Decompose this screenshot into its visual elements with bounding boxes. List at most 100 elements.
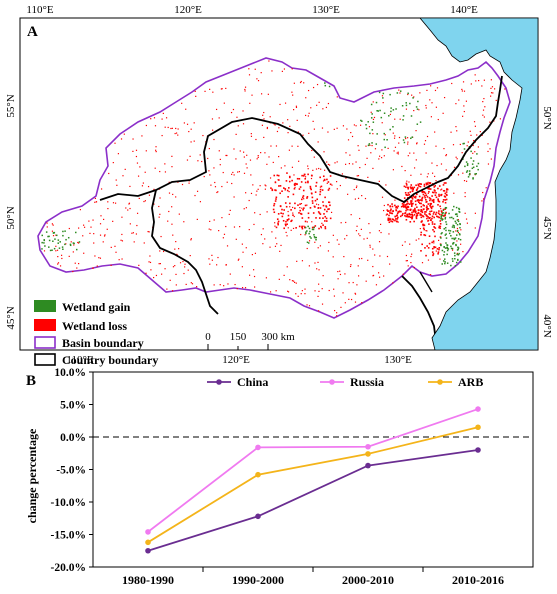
wetland-loss-pixel <box>391 220 394 223</box>
wetland-loss-pixel <box>287 218 290 220</box>
wetland-loss-pixel <box>336 239 338 241</box>
wetland-loss-pixel <box>402 212 404 215</box>
wetland-loss-pixel <box>241 286 244 289</box>
wetland-loss-pixel <box>325 205 328 208</box>
wetland-loss-pixel <box>408 193 411 196</box>
wetland-loss-pixel <box>456 240 458 242</box>
wetland-loss-pixel <box>116 184 118 186</box>
wetland-loss-pixel <box>392 219 395 221</box>
wetland-loss-pixel <box>396 220 398 223</box>
wetland-loss-pixel <box>411 211 413 214</box>
wetland-loss-pixel <box>318 269 320 271</box>
wetland-loss-pixel <box>398 142 400 144</box>
wetland-loss-pixel <box>404 241 406 243</box>
wetland-gain-pixel <box>382 92 385 95</box>
wetland-loss-pixel <box>419 185 422 188</box>
wetland-loss-pixel <box>350 214 352 216</box>
wetland-loss-pixel <box>461 152 463 154</box>
wetland-loss-pixel <box>426 206 428 208</box>
wetland-loss-pixel <box>271 70 273 72</box>
wetland-loss-pixel <box>190 282 192 284</box>
wetland-loss-pixel <box>345 152 347 154</box>
wetland-loss-pixel <box>190 239 192 241</box>
wetland-loss-pixel <box>389 205 392 208</box>
wetland-loss-pixel <box>248 74 251 76</box>
wetland-loss-pixel <box>426 207 429 210</box>
wetland-loss-pixel <box>424 196 426 199</box>
wetland-gain-pixel <box>443 228 445 230</box>
wetland-loss-pixel <box>317 207 320 209</box>
wetland-loss-pixel <box>303 207 305 209</box>
wetland-loss-pixel <box>349 265 352 268</box>
wetland-gain-pixel <box>444 216 447 219</box>
wetland-loss-pixel <box>438 216 440 219</box>
wetland-gain-pixel <box>405 102 407 104</box>
wetland-loss-pixel <box>431 217 433 220</box>
wetland-loss-pixel <box>52 224 54 226</box>
wetland-loss-pixel <box>425 107 427 109</box>
wetland-loss-pixel <box>155 146 157 148</box>
wetland-loss-pixel <box>189 155 191 157</box>
wetland-loss-pixel <box>487 143 489 145</box>
wetland-loss-pixel <box>277 223 279 226</box>
wetland-gain-pixel <box>454 264 457 267</box>
wetland-loss-pixel <box>244 88 246 91</box>
wetland-loss-pixel <box>290 220 292 223</box>
wetland-gain-pixel <box>312 228 315 231</box>
wetland-loss-pixel <box>413 186 416 189</box>
wetland-loss-pixel <box>257 156 259 158</box>
wetland-gain-pixel <box>441 263 443 265</box>
wetland-gain-pixel <box>61 246 64 248</box>
wetland-loss-pixel <box>474 151 476 153</box>
wetland-loss-pixel <box>203 175 205 178</box>
y-tick-label: -15.0% <box>51 530 86 542</box>
wetland-loss-pixel <box>435 250 437 252</box>
wetland-loss-pixel <box>107 201 109 203</box>
wetland-loss-pixel <box>324 226 327 228</box>
wetland-gain-pixel <box>477 168 479 171</box>
wetland-gain-pixel <box>446 262 449 264</box>
wetland-loss-pixel <box>184 266 186 268</box>
wetland-gain-pixel <box>313 234 315 236</box>
wetland-loss-pixel <box>278 156 280 158</box>
wetland-loss-pixel <box>264 184 266 186</box>
wetland-loss-pixel <box>426 176 428 178</box>
wetland-loss-pixel <box>322 108 324 110</box>
wetland-loss-pixel <box>344 302 346 304</box>
wetland-loss-pixel <box>442 112 444 114</box>
wetland-loss-pixel <box>404 212 406 215</box>
wetland-gain-pixel <box>472 160 475 162</box>
wetland-loss-pixel <box>128 202 131 204</box>
wetland-loss-pixel <box>325 217 328 220</box>
wetland-loss-pixel <box>225 225 227 228</box>
wetland-loss-pixel <box>158 263 160 265</box>
wetland-loss-pixel <box>379 276 381 278</box>
wetland-loss-pixel <box>430 219 432 222</box>
wetland-loss-pixel <box>277 220 280 223</box>
wetland-gain-pixel <box>402 139 405 141</box>
wetland-loss-pixel <box>312 86 315 89</box>
wetland-loss-pixel <box>399 92 401 94</box>
wetland-loss-pixel <box>301 198 303 201</box>
wetland-loss-pixel <box>410 200 412 202</box>
wetland-gain-pixels <box>41 82 480 267</box>
wetland-loss-pixel <box>307 173 309 176</box>
wetland-loss-pixel <box>248 199 250 202</box>
wetland-gain-pixel <box>314 236 316 239</box>
lon-label-top-120: 120°E <box>174 4 202 16</box>
wetland-loss-pixel <box>346 128 348 130</box>
wetland-loss-pixel <box>112 161 114 164</box>
wetland-loss-pixel <box>319 188 322 191</box>
wetland-loss-pixel <box>217 256 219 259</box>
wetland-loss-pixel <box>432 200 435 202</box>
x-tick-label: 1990-2000 <box>232 573 284 587</box>
wetland-loss-pixel <box>397 211 400 213</box>
wetland-loss-pixel <box>411 253 413 255</box>
wetland-loss-pixel <box>281 208 283 211</box>
wetland-loss-pixel <box>181 102 183 104</box>
wetland-loss-pixel <box>238 171 240 173</box>
wetland-loss-pixel <box>427 173 429 175</box>
data-point-russia <box>365 443 371 450</box>
wetland-loss-pixel <box>369 246 371 248</box>
wetland-loss-pixel <box>183 221 185 223</box>
